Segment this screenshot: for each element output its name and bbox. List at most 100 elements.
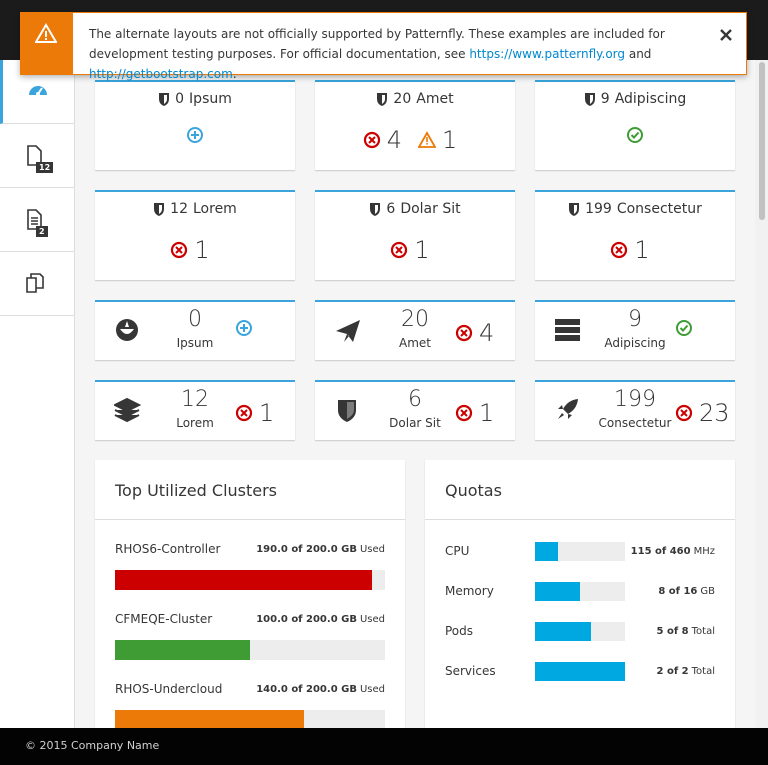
usage-unit: Used bbox=[359, 614, 385, 625]
nav-item[interactable]: 12 bbox=[0, 124, 74, 188]
card-title-text: Consectetur bbox=[616, 201, 702, 217]
add-icon bbox=[235, 319, 253, 337]
error-icon bbox=[235, 404, 253, 422]
quota-usage: 8 of 16 GB bbox=[658, 586, 715, 597]
error-icon-svg bbox=[391, 241, 408, 259]
quota-name: Memory bbox=[445, 584, 494, 598]
alert-icon-box bbox=[20, 12, 73, 75]
panel: Quotas CPU 115 of 460 MHz Memory 8 of 16 GB Pod… bbox=[425, 460, 735, 728]
usage-label: 2 of 2 bbox=[656, 666, 689, 677]
alert-message: The alternate layouts are not officially… bbox=[89, 27, 665, 61]
panel: Top Utilized Clusters RHOS6-Controller 190… bbox=[95, 460, 405, 728]
close-button[interactable] bbox=[719, 28, 733, 42]
sidebar: 12 2 bbox=[0, 60, 75, 728]
ok-icon bbox=[675, 319, 693, 337]
usage-label: 190.0 of 200.0 GB bbox=[256, 544, 357, 555]
add-icon-svg bbox=[236, 320, 252, 336]
shield-icon bbox=[584, 92, 596, 106]
nav-icon bbox=[23, 208, 47, 232]
plane-icon bbox=[334, 317, 361, 344]
shield-icon bbox=[158, 92, 170, 106]
error-icon-svg bbox=[171, 241, 188, 259]
scroll-thumb[interactable] bbox=[759, 62, 765, 220]
error-icon bbox=[610, 241, 628, 259]
warning-icon bbox=[418, 131, 436, 149]
nav-icon-svg bbox=[29, 85, 47, 96]
error-icon-svg bbox=[363, 131, 380, 149]
error-icon bbox=[455, 324, 473, 342]
nav-icon-svg bbox=[27, 209, 42, 230]
nav-item[interactable] bbox=[0, 60, 74, 124]
mini-card: 9 Adipiscing bbox=[535, 300, 735, 360]
mini-card: 20 Amet 4 bbox=[315, 300, 515, 360]
mini-card: 12 Lorem 1 bbox=[95, 380, 295, 440]
quota-usage: 2 of 2 Total bbox=[657, 666, 715, 677]
shield-icon bbox=[369, 202, 381, 216]
ok-icon bbox=[626, 126, 644, 144]
server-icon-svg bbox=[555, 319, 580, 341]
card-title-text: Adipiscing bbox=[614, 91, 687, 107]
mini-card-title: Adipiscing bbox=[604, 336, 666, 350]
usage-label: 5 of 8 bbox=[656, 626, 689, 637]
mini-card: 0 Ipsum bbox=[95, 300, 295, 360]
nav-icon-svg bbox=[27, 145, 42, 166]
panel-title: Top Utilized Clusters bbox=[115, 481, 278, 500]
footer-text: © 2015 Company Name bbox=[25, 739, 160, 752]
panel-divider bbox=[425, 519, 735, 520]
cluster-usage: 190.0 of 200.0 GB Used bbox=[256, 544, 385, 555]
status-count: 1 bbox=[414, 236, 430, 264]
card: 199 Consectetur 1 bbox=[535, 190, 735, 280]
card-title: 6 Dolar Sit bbox=[315, 201, 515, 217]
error-icon bbox=[170, 241, 188, 259]
status-row: 4 bbox=[455, 319, 504, 347]
error-icon bbox=[363, 131, 381, 149]
status-count: 1 bbox=[259, 399, 275, 427]
card-count: 6 bbox=[386, 201, 396, 217]
link[interactable]: https://www.patternfly.org bbox=[469, 47, 626, 61]
status-count: 23 bbox=[699, 399, 730, 427]
nav-icon bbox=[23, 272, 47, 296]
rocket-icon bbox=[554, 397, 581, 424]
alert: The alternate layouts are not officially… bbox=[20, 12, 747, 81]
mini-card: 199 Consectetur 23 bbox=[535, 380, 735, 440]
progress-track bbox=[535, 542, 625, 561]
error-icon bbox=[390, 241, 408, 259]
error-icon-svg bbox=[235, 404, 253, 422]
status-count: 1 bbox=[442, 126, 458, 154]
progress-bar bbox=[115, 710, 304, 728]
add-icon bbox=[186, 126, 204, 144]
footer: © 2015 Company Name bbox=[0, 728, 768, 765]
cluster-name: CFMEQE-Cluster bbox=[115, 612, 213, 626]
progress-track bbox=[535, 582, 625, 601]
link[interactable]: http://getbootstrap.com bbox=[89, 67, 233, 81]
card-title: 0 Ipsum bbox=[95, 91, 295, 107]
shield-icon bbox=[568, 202, 580, 216]
alert-message: and bbox=[625, 47, 652, 61]
usage-unit: GB bbox=[700, 586, 715, 597]
card: 12 Lorem 1 bbox=[95, 190, 295, 280]
layers-icon-svg bbox=[114, 397, 141, 423]
status-row bbox=[675, 319, 693, 337]
progress-bar bbox=[535, 622, 592, 641]
error-icon-svg bbox=[455, 404, 473, 422]
progress-bar bbox=[535, 542, 558, 561]
status-row: 1 bbox=[455, 399, 504, 427]
cluster-name: RHOS6-Controller bbox=[115, 542, 221, 556]
status-count: 1 bbox=[194, 236, 210, 264]
progress-track bbox=[535, 622, 625, 641]
card-title: 9 Adipiscing bbox=[535, 91, 735, 107]
nav-item[interactable] bbox=[0, 252, 74, 316]
mini-card-title: Lorem bbox=[176, 416, 214, 430]
server-icon bbox=[554, 317, 581, 344]
cluster-name: RHOS-Undercloud bbox=[115, 682, 223, 696]
usage-unit: Used bbox=[359, 684, 385, 695]
status-count: 4 bbox=[479, 319, 495, 347]
mini-card-count: 6 bbox=[408, 387, 422, 412]
nav-item[interactable]: 2 bbox=[0, 188, 74, 252]
error-icon-svg bbox=[455, 324, 473, 342]
card-title: 199 Consectetur bbox=[535, 201, 735, 217]
error-icon-svg bbox=[675, 404, 693, 422]
cluster-usage: 140.0 of 200.0 GB Used bbox=[256, 684, 385, 695]
